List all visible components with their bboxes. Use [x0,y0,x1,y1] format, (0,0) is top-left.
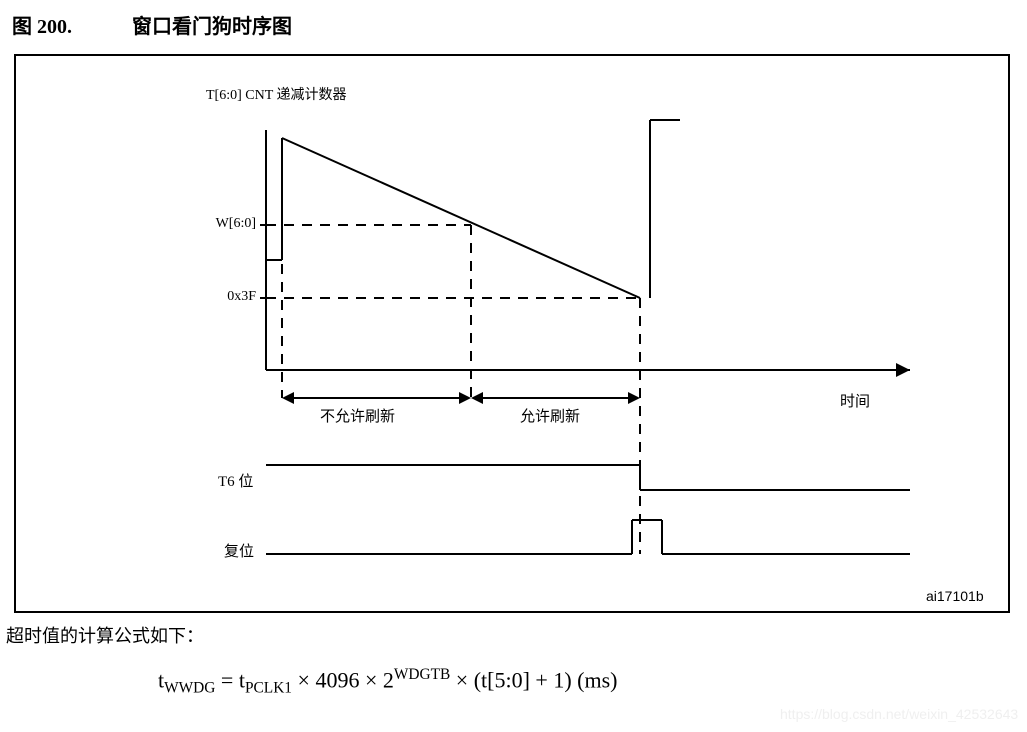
y-label-w: W[6:0] [204,216,256,232]
counter-title: T[6:0] CNT 递减计数器 [206,84,347,104]
f-r1-sub: PCLK1 [245,680,292,697]
t6-label: T6 位 [218,470,253,491]
region-forbid-label: 不允许刷新 [320,405,395,426]
f-c1: 4096 [315,667,359,692]
diagram-ref: ai17101b [926,588,984,604]
time-axis-label: 时间 [840,390,870,411]
formula-intro: 超时值的计算公式如下： [6,622,204,648]
region-allow-label: 允许刷新 [520,405,580,426]
reset-label: 复位 [224,540,254,561]
timeout-formula: tWWDG = tPCLK1 × 4096 × 2WDGTB × (t[5:0]… [158,666,617,698]
f-c2: 2 [383,667,394,692]
f-exp: WDGTB [394,666,450,683]
f-lhs-sub: WWDG [164,680,215,697]
f-tail: × (t[5:0] + 1) (ms) [450,667,617,692]
f-times1: × [292,667,315,692]
f-eq: = [215,667,238,692]
y-label-0x3f: 0x3F [204,289,256,305]
f-times2: × [359,667,382,692]
watermark: https://blog.csdn.net/weixin_42532643 [780,706,1018,722]
